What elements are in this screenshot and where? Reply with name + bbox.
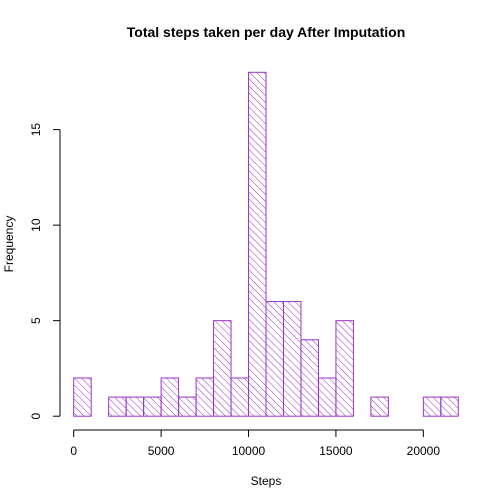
x-axis: 0 5000 10000 15000 20000 bbox=[70, 429, 441, 458]
histogram-bar bbox=[125, 396, 145, 417]
histogram-bar bbox=[178, 396, 197, 417]
histogram-bar bbox=[195, 377, 215, 417]
histogram-bar bbox=[108, 396, 127, 417]
histogram-bar bbox=[230, 377, 250, 417]
x-tick-label: 5000 bbox=[148, 444, 175, 458]
x-tick-label: 20000 bbox=[407, 444, 441, 458]
histogram-bar bbox=[143, 396, 162, 417]
histogram-bar bbox=[335, 320, 354, 417]
histogram-bar bbox=[248, 71, 267, 417]
histogram-bar bbox=[370, 396, 389, 417]
y-tick-label: 10 bbox=[29, 218, 43, 232]
histogram-bar bbox=[73, 377, 92, 417]
y-axis: 0 5 10 15 bbox=[29, 123, 61, 420]
histogram-bar bbox=[265, 301, 284, 417]
y-axis-label: Frequency bbox=[2, 216, 16, 273]
x-tick-label: 10000 bbox=[232, 444, 266, 458]
x-tick-label: 15000 bbox=[319, 444, 353, 458]
histogram-bar bbox=[440, 396, 459, 417]
histogram-bar bbox=[317, 377, 337, 417]
bars-group bbox=[73, 71, 459, 417]
x-tick-label: 0 bbox=[70, 444, 77, 458]
y-tick-label: 5 bbox=[29, 317, 43, 324]
chart-title: Total steps taken per day After Imputati… bbox=[127, 24, 406, 40]
y-tick-label: 0 bbox=[29, 413, 43, 420]
histogram-bar bbox=[422, 396, 442, 417]
y-tick-label: 15 bbox=[29, 123, 43, 137]
histogram-bar bbox=[213, 320, 232, 417]
histogram-bar bbox=[160, 377, 180, 417]
x-axis-label: Steps bbox=[251, 474, 282, 488]
histogram-bar bbox=[300, 339, 319, 417]
histogram-bar bbox=[282, 301, 302, 417]
